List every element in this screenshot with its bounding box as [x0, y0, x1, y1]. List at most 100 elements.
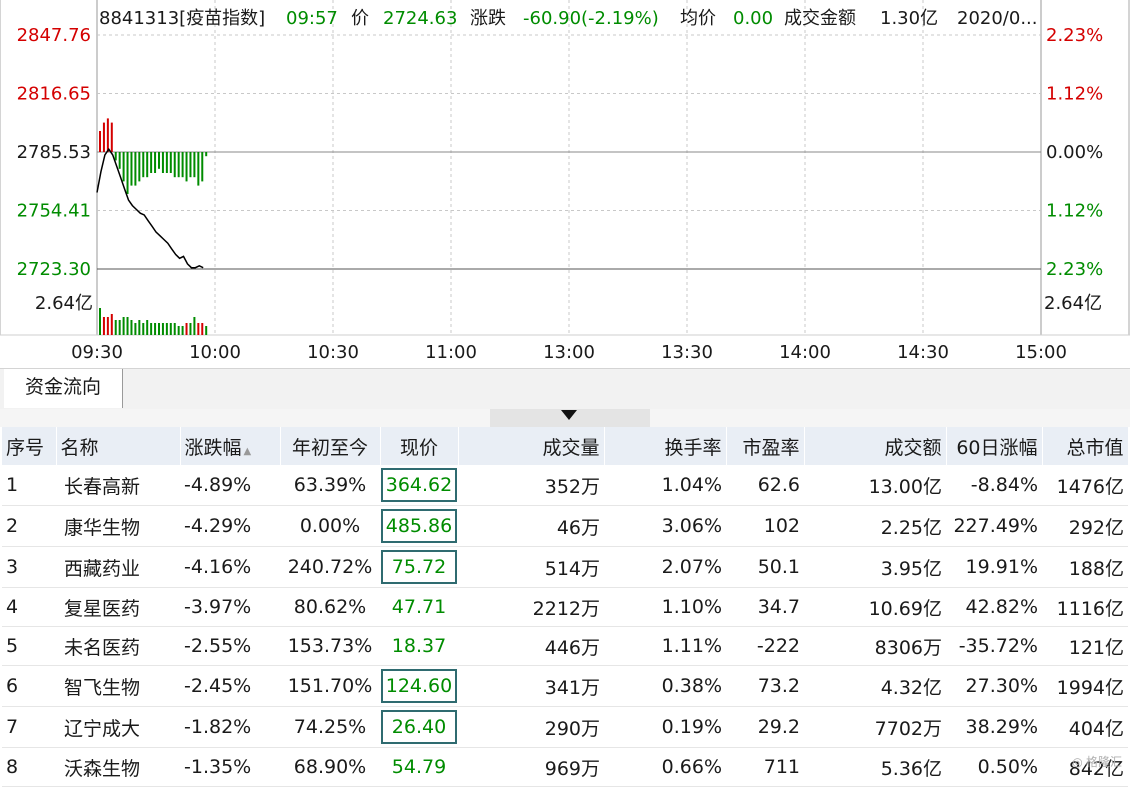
cell-amount: 5.36亿: [804, 747, 946, 787]
volume-bar: [130, 320, 133, 335]
x-tick-label: 11:00: [425, 342, 477, 363]
flow-bar: [150, 152, 153, 173]
flow-bar: [142, 152, 145, 178]
cell-pe: 29.2: [726, 706, 804, 748]
cell-price: 18.37: [380, 626, 458, 666]
cell-60d-change: 0.50%: [946, 747, 1042, 787]
table-row[interactable]: 7 辽宁成大 -1.82% 74.25% 26.40 290万 0.19% 29.2 7702万…: [2, 706, 1128, 748]
price-line: [96, 147, 204, 269]
y-tick-label-left: 2785.53: [17, 142, 91, 163]
col-header-pe[interactable]: 市盈率: [726, 427, 805, 465]
x-tick-label: 10:30: [307, 342, 359, 363]
sort-asc-icon: ▲: [243, 445, 252, 457]
cell-market-cap: 188亿: [1042, 546, 1128, 588]
info-avg: 0.00: [733, 8, 773, 29]
cell-turnover: 2.07%: [604, 546, 726, 588]
cell-60d-change: -35.72%: [946, 626, 1042, 666]
volume-bar: [173, 323, 176, 335]
table-row[interactable]: 2 康华生物 -4.29% 0.00% 485.86 46万 3.06% 102 2.25亿 22…: [2, 505, 1128, 547]
cell-index: 5: [2, 626, 56, 666]
table-row[interactable]: 6 智飞生物 -2.45% 151.70% 124.60 341万 0.38% 73.2 4.3…: [2, 665, 1128, 707]
cell-60d-change: 38.29%: [946, 706, 1042, 748]
cell-60d-change: 19.91%: [946, 546, 1042, 588]
col-header-price[interactable]: 现价: [380, 427, 459, 465]
cell-name: 未名医药: [56, 626, 180, 666]
x-tick-label: 14:30: [897, 342, 949, 363]
cell-price: 54.79: [380, 747, 458, 787]
cell-index: 4: [2, 587, 56, 627]
volume-bar: [146, 320, 149, 335]
cell-pe: 711: [726, 747, 804, 787]
volume-bar: [114, 320, 117, 335]
table-row[interactable]: 5 未名医药 -2.55% 153.73% 18.37 446万 1.11% -222 8306…: [2, 626, 1128, 666]
col-header-60d-change[interactable]: 60日涨幅: [946, 427, 1043, 465]
flow-bar: [165, 152, 168, 173]
cell-volume: 352万: [458, 465, 604, 506]
intraday-chart: 2847.76 2816.65 2785.53 2754.41 2723.30 2.23%…: [0, 0, 1130, 363]
cell-turnover: 1.11%: [604, 626, 726, 666]
volume-bar: [134, 323, 137, 335]
cell-ytd: 153.73%: [280, 626, 380, 666]
cell-amount: 4.32亿: [804, 665, 946, 707]
col-header-turnover[interactable]: 换手率: [604, 427, 727, 465]
cell-price: 26.40: [380, 706, 458, 748]
cell-amount: 8306万: [804, 626, 946, 666]
cell-market-cap: 404亿: [1042, 706, 1128, 748]
watermark-logo: ◎ 格隆汇: [1072, 755, 1122, 769]
col-header-amount[interactable]: 成交额: [804, 427, 947, 465]
table-row[interactable]: 3 西藏药业 -4.16% 240.72% 75.72 514万 2.07% 50.1 3.95…: [2, 546, 1128, 588]
cell-change-pct: -2.45%: [180, 665, 280, 707]
flow-bar: [201, 152, 204, 182]
table-row[interactable]: 4 复星医药 -3.97% 80.62% 47.71 2212万 1.10% 34.7 10.6…: [2, 587, 1128, 627]
flow-bar: [99, 131, 101, 152]
y-tick-label-left: 2754.41: [17, 201, 91, 222]
cell-name: 辽宁成大: [56, 706, 180, 748]
cell-change-pct: -4.89%: [180, 465, 280, 506]
tab-fund-flow[interactable]: 资金流向: [4, 369, 123, 408]
y-tick-label-right: 2.23%: [1046, 259, 1103, 280]
flow-bar: [169, 152, 172, 173]
col-header-market-cap[interactable]: 总市值: [1042, 427, 1129, 465]
cell-turnover: 0.19%: [604, 706, 726, 748]
volume-bar: [177, 326, 180, 335]
y-tick-label-right: 0.00%: [1046, 142, 1103, 163]
table-row[interactable]: 1 长春高新 -4.89% 63.39% 364.62 352万 1.04% 62.6 13.0…: [2, 465, 1128, 506]
table-row[interactable]: 8 沃森生物 -1.35% 68.90% 54.79 969万 0.66% 711 5.36亿 0…: [2, 747, 1128, 787]
cell-pe: 34.7: [726, 587, 804, 627]
flow-bar: [177, 152, 180, 178]
col-header-index[interactable]: 序号: [2, 427, 57, 465]
info-avg-label: 均价: [680, 8, 716, 29]
cell-volume: 446万: [458, 626, 604, 666]
flow-bar: [173, 152, 176, 178]
cell-60d-change: 27.30%: [946, 665, 1042, 707]
cell-volume: 46万: [458, 505, 604, 547]
cell-name: 沃森生物: [56, 747, 180, 787]
cell-index: 7: [2, 706, 56, 748]
cell-change-pct: -2.55%: [180, 626, 280, 666]
cell-pe: 73.2: [726, 665, 804, 707]
cell-name: 智飞生物: [56, 665, 180, 707]
flow-bar: [106, 118, 109, 152]
volume-bar: [106, 317, 109, 335]
cell-ytd: 68.90%: [280, 747, 380, 787]
cell-market-cap: 121亿: [1042, 626, 1128, 666]
col-header-change-pct[interactable]: 涨跌幅 ▲: [180, 427, 281, 465]
y-tick-label-right: 1.12%: [1046, 83, 1103, 104]
col-header-volume[interactable]: 成交量: [458, 427, 605, 465]
flow-bar: [197, 152, 200, 186]
cell-volume: 514万: [458, 546, 604, 588]
col-header-name[interactable]: 名称: [56, 427, 181, 465]
volume-bar: [189, 323, 192, 335]
cell-amount: 10.69亿: [804, 587, 946, 627]
info-code: 8841313[疫苗指数]: [99, 8, 265, 29]
price-value: 124.60: [381, 669, 457, 703]
cell-change-pct: -4.29%: [180, 505, 280, 547]
col-header-ytd[interactable]: 年初至今: [280, 427, 381, 465]
volume-bar: [138, 320, 141, 335]
flow-bar: [102, 122, 105, 152]
flow-bar: [126, 152, 129, 194]
cell-amount: 2.25亿: [804, 505, 946, 547]
sort-down-arrow-icon[interactable]: [561, 410, 577, 420]
cell-60d-change: 227.49%: [946, 505, 1042, 547]
cell-pe: -222: [726, 626, 804, 666]
